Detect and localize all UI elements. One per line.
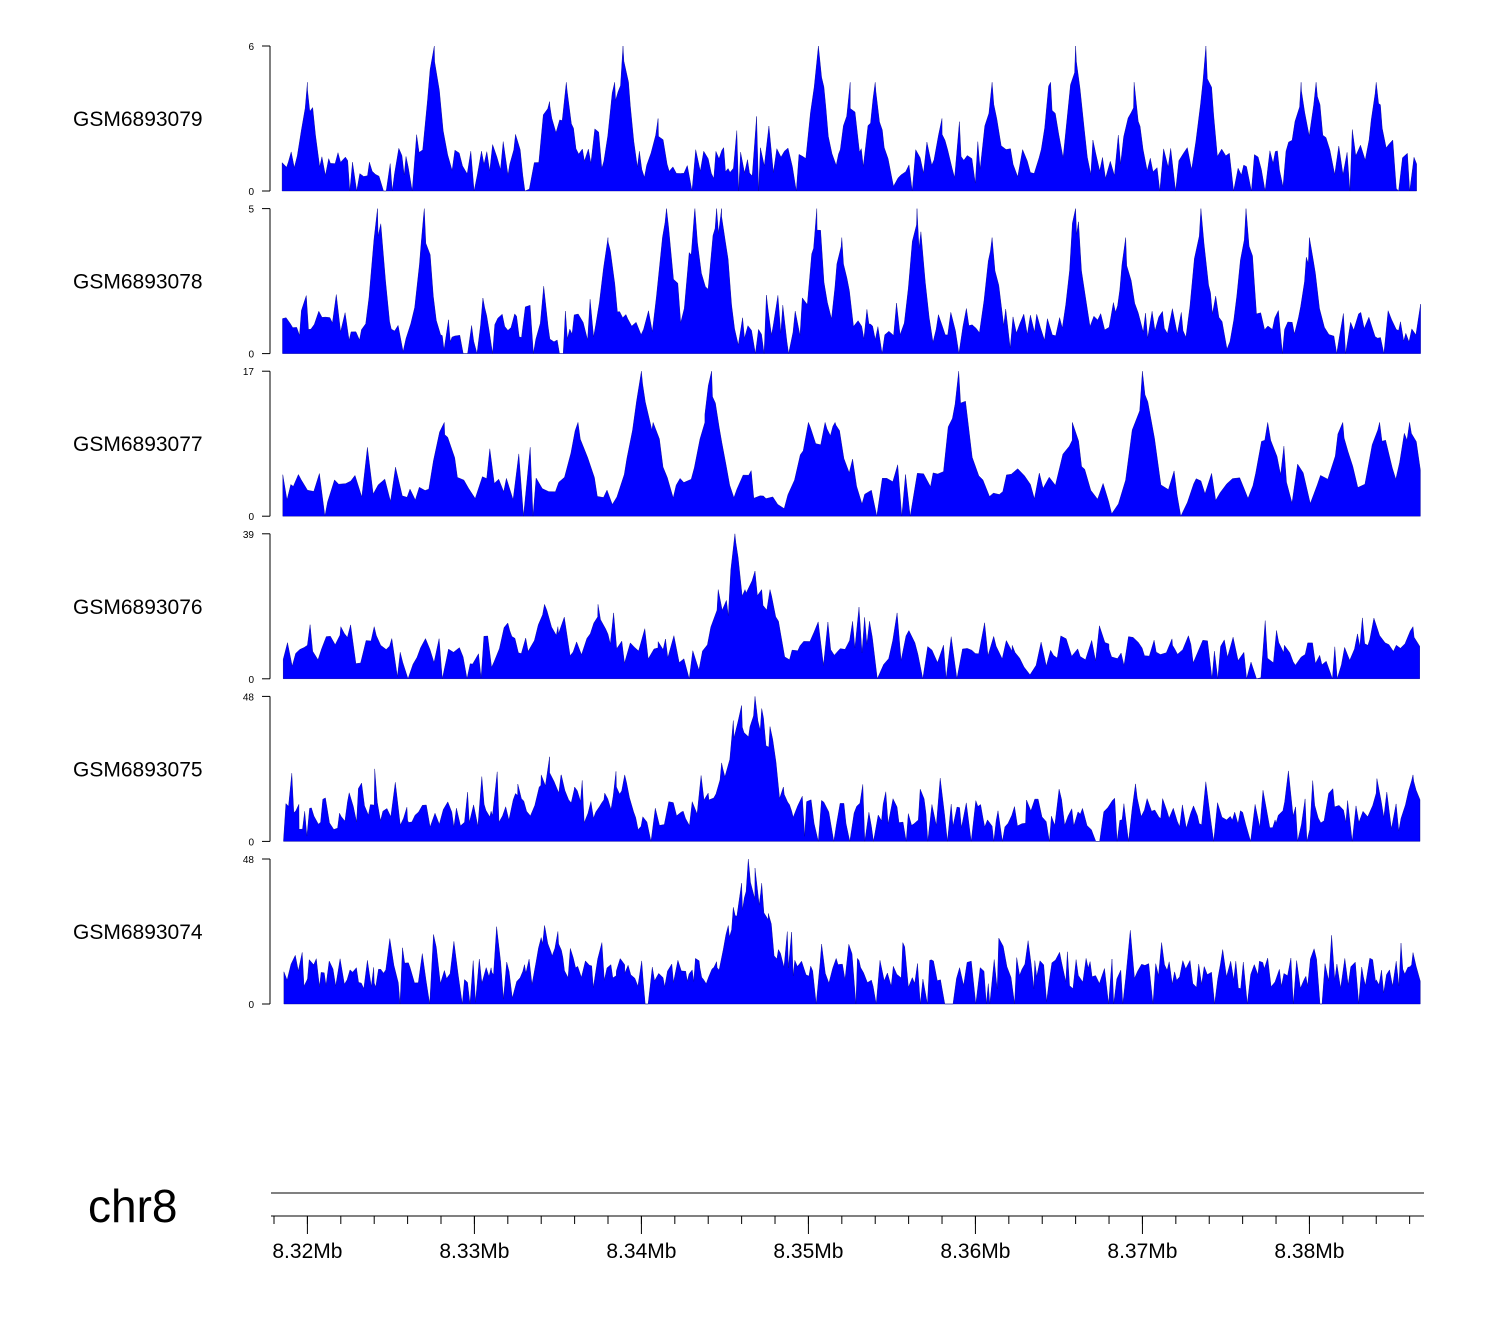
x-tick-label: 8.37Mb bbox=[1107, 1240, 1177, 1263]
coverage-area bbox=[283, 696, 1421, 842]
x-ticks: 8.32Mb 8.33Mb 8.34Mb 8.35Mb 8.36Mb 8.37Mb 8.38… bbox=[272, 1216, 1411, 1263]
track-GSM6893078: GSM6893078 5 0 bbox=[73, 205, 1421, 361]
y-tick-label-zero: 0 bbox=[248, 675, 254, 686]
coverage-area bbox=[283, 533, 1420, 680]
genome-axis: chr8 8.32Mb 8.33Mb 8.34Mb 8.35Mb 8.36Mb 8.37M… bbox=[88, 1180, 1424, 1263]
y-tick-label-zero: 0 bbox=[248, 187, 254, 198]
track-GSM6893074: GSM6893074 48 0 bbox=[73, 855, 1421, 1011]
y-tick-label-zero: 0 bbox=[248, 350, 254, 361]
track-GSM6893075: GSM6893075 48 0 bbox=[73, 692, 1421, 848]
coverage-tracks: GSM689307960GSM689307850GSM6893077170GSM… bbox=[73, 42, 1421, 1011]
track-GSM6893077: GSM6893077 17 0 bbox=[73, 367, 1421, 523]
x-tick-label: 8.33Mb bbox=[439, 1240, 509, 1263]
y-tick-label-max: 6 bbox=[248, 42, 254, 53]
y-tick-label-zero: 0 bbox=[248, 512, 254, 523]
coverage-area bbox=[282, 208, 1421, 354]
y-tick-label-max: 48 bbox=[243, 692, 255, 703]
x-tick-label: 8.35Mb bbox=[773, 1240, 843, 1263]
track-GSM6893076: GSM6893076 39 0 bbox=[73, 530, 1420, 686]
track-label: GSM6893078 bbox=[73, 271, 203, 294]
y-tick-label-max: 48 bbox=[243, 855, 255, 866]
y-tick-label-zero: 0 bbox=[248, 837, 254, 848]
track-label: GSM6893074 bbox=[73, 921, 203, 944]
x-tick-label: 8.38Mb bbox=[1274, 1240, 1344, 1263]
coverage-area bbox=[281, 45, 1417, 192]
x-tick-label: 8.32Mb bbox=[272, 1240, 342, 1263]
coverage-area bbox=[283, 858, 1421, 1005]
track-label: GSM6893076 bbox=[73, 596, 203, 619]
track-label: GSM6893079 bbox=[73, 108, 203, 131]
chromosome-label: chr8 bbox=[88, 1180, 177, 1232]
track-label: GSM6893077 bbox=[73, 433, 203, 456]
y-tick-label-max: 39 bbox=[243, 530, 255, 541]
y-tick-label-max: 17 bbox=[243, 367, 255, 378]
x-tick-label: 8.34Mb bbox=[606, 1240, 676, 1263]
track-label: GSM6893075 bbox=[73, 758, 203, 781]
track-GSM6893079: GSM6893079 6 0 bbox=[73, 42, 1417, 198]
coverage-area bbox=[282, 371, 1421, 517]
y-tick-label-zero: 0 bbox=[248, 1000, 254, 1011]
x-tick-label: 8.36Mb bbox=[940, 1240, 1010, 1263]
y-tick-label-max: 5 bbox=[248, 205, 254, 216]
